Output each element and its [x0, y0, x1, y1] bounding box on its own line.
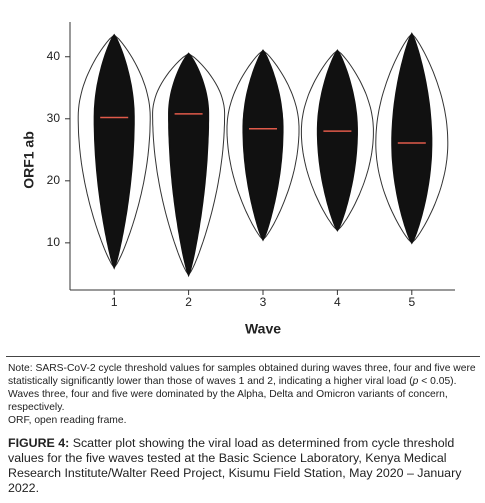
abbreviation: ORF, open reading frame.	[8, 415, 127, 426]
x-tick-label: 3	[260, 295, 267, 309]
chart: ORF1 ab Wave 10 20 30 40 1 2 3 4 5	[21, 22, 455, 337]
note-text: Note: SARS-CoV-2 cycle threshold values …	[8, 363, 476, 387]
caption-label: FIGURE 4:	[8, 436, 70, 450]
note: Note: SARS-CoV-2 cycle threshold values …	[8, 362, 476, 414]
note-text: < 0.05). Waves three, four and five were…	[8, 376, 457, 413]
y-tick-label: 40	[47, 49, 61, 63]
note-p: p	[412, 376, 419, 387]
x-axis-title: Wave	[245, 321, 281, 337]
caption-text: Scatter plot showing the viral load as d…	[8, 436, 462, 495]
y-axis-title: ORF1 ab	[21, 131, 37, 189]
y-tick-label: 10	[47, 235, 61, 249]
separator	[6, 356, 480, 357]
x-tick-label: 5	[408, 295, 415, 309]
x-tick-label: 2	[185, 295, 192, 309]
point-cloud	[93, 33, 135, 270]
caption: FIGURE 4: Scatter plot showing the viral…	[8, 436, 478, 496]
point-cloud	[316, 49, 358, 232]
point-cloud	[391, 32, 433, 245]
y-tick-label: 20	[47, 173, 61, 187]
x-tick-label: 1	[111, 295, 118, 309]
point-cloud	[242, 49, 284, 242]
y-tick-label: 30	[47, 111, 61, 125]
x-tick-label: 4	[334, 295, 341, 309]
point-cloud	[168, 52, 210, 278]
